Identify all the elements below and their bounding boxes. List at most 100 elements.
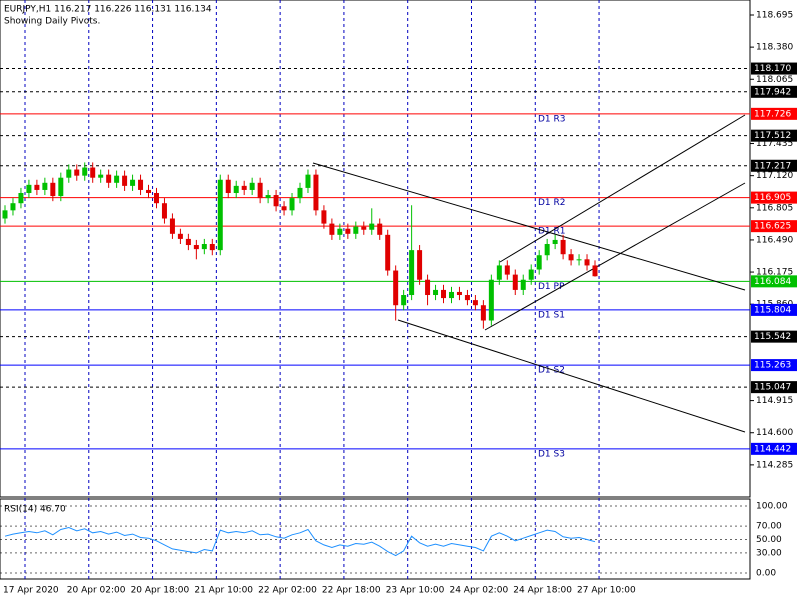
candle-body xyxy=(409,250,415,296)
x-tick-label: 23 Apr 10:00 xyxy=(386,586,445,596)
candle-body xyxy=(177,233,183,239)
candle-body xyxy=(504,265,510,275)
candle-body xyxy=(10,203,16,211)
candle-body xyxy=(42,182,48,190)
candle-body xyxy=(289,198,295,211)
candle-body xyxy=(425,279,431,296)
candle-body xyxy=(114,175,120,183)
y-tick-label: 118.380 xyxy=(756,43,793,53)
rsi-tick-label: 70.00 xyxy=(756,522,782,532)
candle-body xyxy=(441,289,447,299)
candle-body xyxy=(385,234,391,271)
level-label-box xyxy=(751,85,797,98)
rsi-tick-label: 30.00 xyxy=(756,548,782,558)
candle-body xyxy=(528,269,534,280)
candle-body xyxy=(401,295,407,306)
candle-body xyxy=(305,174,311,188)
candle-body xyxy=(297,187,303,199)
pivot-label: 115.263 xyxy=(754,361,791,371)
pivot-name: D1 S2 xyxy=(538,366,565,376)
level-label-box xyxy=(751,129,797,142)
candle-body xyxy=(552,239,558,245)
rsi-tick-label: 50.00 xyxy=(756,535,782,545)
candle-body xyxy=(393,270,399,306)
rsi-tick-label: 100.00 xyxy=(756,502,788,512)
level-label-box xyxy=(751,330,797,343)
rsi-line xyxy=(4,526,596,557)
pivot-name: D1 R2 xyxy=(538,198,566,208)
candle-body xyxy=(353,226,359,234)
candle-body xyxy=(568,254,574,261)
candle-body xyxy=(2,210,8,219)
candle-body xyxy=(377,223,383,235)
candle-body xyxy=(34,184,40,190)
candle-body xyxy=(58,177,64,197)
x-tick-label: 21 Apr 10:00 xyxy=(194,586,253,596)
candle-body xyxy=(98,174,104,178)
candle-body xyxy=(225,179,231,194)
pivot-name: D1 S3 xyxy=(538,449,565,459)
candle-body xyxy=(161,203,167,219)
candle-body xyxy=(241,185,247,190)
candle-body xyxy=(369,223,375,230)
pivot-label-box xyxy=(751,107,797,120)
pivot-name: D1 S1 xyxy=(538,310,565,320)
candle-body xyxy=(122,175,128,186)
candle-body xyxy=(281,206,287,211)
candle-body xyxy=(265,195,271,199)
y-tick-label: 117.435 xyxy=(756,139,793,149)
chart-subtitle: Showing Daily Pivots. xyxy=(4,17,100,27)
x-tick-label: 24 Apr 02:00 xyxy=(449,586,508,596)
y-tick-label: 118.065 xyxy=(756,75,793,85)
candle-body xyxy=(496,265,502,280)
candle-body xyxy=(217,179,223,251)
candle-body xyxy=(313,174,319,211)
candle-body xyxy=(544,244,550,256)
y-tick-label: 117.120 xyxy=(756,171,793,181)
rsi-tick-label: 0.00 xyxy=(756,568,776,578)
marks xyxy=(2,162,598,557)
level-label: 117.217 xyxy=(754,161,791,171)
candle-body xyxy=(90,167,96,178)
level-label: 115.542 xyxy=(754,332,791,342)
candle-body xyxy=(249,182,255,190)
pivot-label: 116.084 xyxy=(754,277,791,287)
pivot-label-box xyxy=(751,275,797,288)
candle-body xyxy=(480,305,486,321)
trend-line xyxy=(499,114,746,263)
candle-body xyxy=(512,274,518,290)
y-tick-label: 114.915 xyxy=(756,396,793,406)
candle-body xyxy=(82,167,88,176)
candle-body xyxy=(560,239,566,255)
pivot-label: 116.905 xyxy=(754,193,791,203)
candle-body xyxy=(329,223,335,235)
pivot-name: D1 R3 xyxy=(538,114,566,124)
candle-body xyxy=(153,193,159,204)
trend-line xyxy=(397,319,746,433)
chart-title: EURJPY,H1 116.217 116.226 116.131 116.13… xyxy=(4,5,212,15)
x-tick-label: 24 Apr 18:00 xyxy=(513,586,572,596)
pivot-label: 117.726 xyxy=(754,109,791,119)
pivot-label-box xyxy=(751,442,797,455)
y-tick-label: 116.805 xyxy=(756,203,793,213)
candle-body xyxy=(321,210,327,224)
pivot-label-box xyxy=(751,220,797,233)
candle-body xyxy=(520,279,526,290)
y-tick-label: 114.600 xyxy=(756,428,793,438)
candle-body xyxy=(464,295,470,301)
candle-body xyxy=(209,244,215,251)
candle-body xyxy=(130,179,136,186)
candle-body xyxy=(584,259,590,266)
pivot-name: D1 PP xyxy=(538,282,565,292)
level-label: 117.942 xyxy=(754,87,791,97)
x-tick-label: 22 Apr 02:00 xyxy=(258,586,317,596)
pivot-label: 114.442 xyxy=(754,444,791,454)
candle-body xyxy=(337,228,343,235)
candle-body xyxy=(448,291,454,299)
main-panel xyxy=(0,0,751,498)
candle-body xyxy=(138,179,144,190)
x-tick-label: 27 Apr 10:00 xyxy=(577,586,636,596)
candle-body xyxy=(50,182,56,197)
candle-body xyxy=(169,218,175,234)
